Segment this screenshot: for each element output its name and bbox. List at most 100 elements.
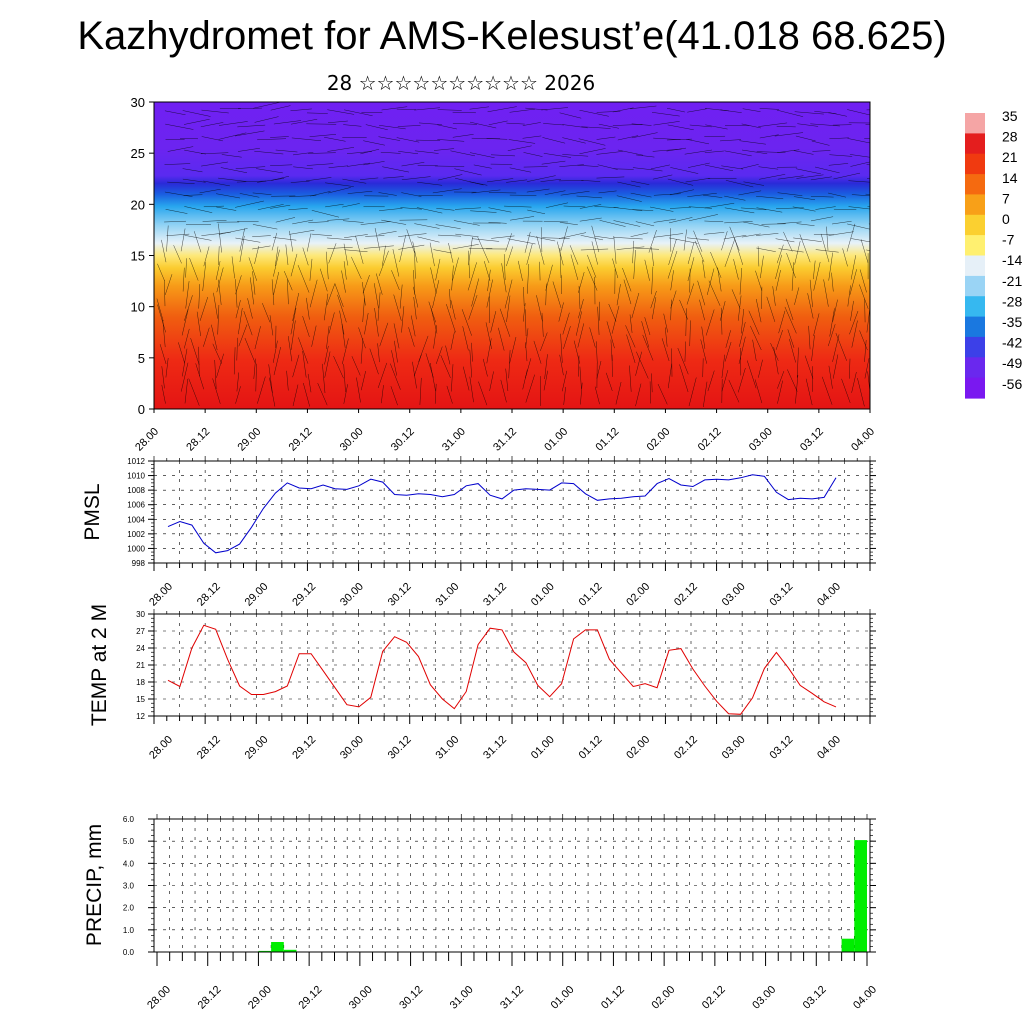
wind-barb xyxy=(292,384,299,407)
wind-barb xyxy=(289,229,315,235)
wind-barb xyxy=(292,354,300,378)
wind-barb xyxy=(634,247,660,250)
wind-barb xyxy=(164,163,191,165)
wind-barb xyxy=(578,285,581,309)
wind-barb xyxy=(679,364,689,393)
wind-barb xyxy=(558,180,584,182)
wind-barb xyxy=(391,350,398,376)
wind-barb xyxy=(755,233,779,236)
wind-barb xyxy=(543,221,568,223)
wind-barb xyxy=(580,382,583,405)
heat-x-tick-label: 02.12 xyxy=(696,426,724,454)
heat-x-tick-label: 02.00 xyxy=(645,426,673,454)
wind-barb xyxy=(328,312,335,334)
wind-barb xyxy=(542,237,570,239)
wind-barb xyxy=(796,174,824,179)
wind-barb xyxy=(739,322,746,347)
wind-barb xyxy=(324,136,346,142)
wind-barb xyxy=(362,282,366,306)
wind-barb xyxy=(849,310,859,335)
wind-barb xyxy=(257,138,287,141)
wind-barb xyxy=(326,237,352,241)
wind-barb xyxy=(606,321,615,349)
wind-barb xyxy=(433,148,455,151)
wind-barb xyxy=(507,145,532,151)
heat-x-tick-label: 30.00 xyxy=(338,426,366,454)
wind-barb xyxy=(183,328,190,349)
colorbar-label: -7 xyxy=(1002,232,1015,248)
wind-barb xyxy=(685,177,711,183)
wind-barb xyxy=(596,136,616,140)
wind-barb xyxy=(487,269,491,292)
wind-barb xyxy=(688,214,718,222)
wind-barb xyxy=(684,341,686,362)
wind-barb xyxy=(541,312,544,337)
wind-barb xyxy=(454,168,482,176)
wind-barb xyxy=(687,192,717,197)
wind-barb xyxy=(622,267,632,292)
wind-barb xyxy=(417,165,438,167)
wind-barb xyxy=(706,268,715,295)
wind-barb xyxy=(214,359,217,390)
wind-barb xyxy=(746,360,757,389)
wind-barb xyxy=(812,150,831,152)
wind-barb xyxy=(416,207,443,214)
wind-barb xyxy=(414,107,440,111)
wind-barb xyxy=(452,244,479,250)
wind-barb xyxy=(306,297,310,320)
wind-barb xyxy=(509,167,532,173)
wind-barb xyxy=(826,226,829,251)
temp-frame xyxy=(153,613,871,717)
wind-barb xyxy=(613,235,617,264)
wind-barb xyxy=(185,281,190,309)
wind-barb xyxy=(544,190,566,195)
wind-barb xyxy=(262,303,271,323)
wind-barb xyxy=(667,250,678,279)
wind-barb xyxy=(669,207,691,209)
colorbar-label: 0 xyxy=(1002,211,1010,227)
wind-barb xyxy=(630,105,657,110)
wind-barb xyxy=(724,239,736,267)
wind-barb xyxy=(653,218,676,223)
wind-barb xyxy=(501,263,507,293)
wind-barb xyxy=(799,234,811,263)
wind-barb xyxy=(362,298,365,323)
wind-barb xyxy=(417,236,440,243)
temp-x-tick-label: 02.00 xyxy=(624,734,652,762)
wind-barb xyxy=(559,222,578,226)
wind-barb xyxy=(848,206,870,210)
wind-barb xyxy=(412,241,418,263)
wind-barb xyxy=(667,178,694,186)
wind-barb xyxy=(828,252,833,281)
wind-barb xyxy=(362,274,370,294)
heat-y-tick-label: 25 xyxy=(131,146,145,161)
wind-barb xyxy=(254,246,260,264)
wind-barb xyxy=(369,348,379,375)
wind-barb xyxy=(292,219,314,225)
colorbar-label: -49 xyxy=(1002,355,1022,371)
wind-barb xyxy=(471,189,501,194)
wind-barb xyxy=(804,355,814,379)
wind-barb xyxy=(377,292,381,321)
wind-barb xyxy=(199,188,221,194)
wind-barb xyxy=(202,220,227,222)
wind-barb xyxy=(243,311,253,336)
wind-barb xyxy=(741,123,761,129)
wind-barb xyxy=(218,177,247,182)
colorbar-swatch xyxy=(965,377,985,399)
wind-barb xyxy=(525,374,535,403)
wind-barb xyxy=(756,247,776,252)
wind-barb xyxy=(687,108,707,113)
wind-barb xyxy=(302,247,309,266)
wind-barb xyxy=(867,206,870,208)
wind-barb xyxy=(342,220,364,223)
wind-barb xyxy=(311,325,317,347)
wind-barb xyxy=(632,240,635,264)
wind-barb xyxy=(777,221,802,225)
colorbar-label: -56 xyxy=(1002,376,1022,392)
y-tick-label: 18 xyxy=(136,678,145,687)
wind-barb xyxy=(257,178,285,183)
wind-barb xyxy=(596,176,625,179)
wind-barb xyxy=(589,327,596,348)
wind-barb xyxy=(666,147,687,152)
